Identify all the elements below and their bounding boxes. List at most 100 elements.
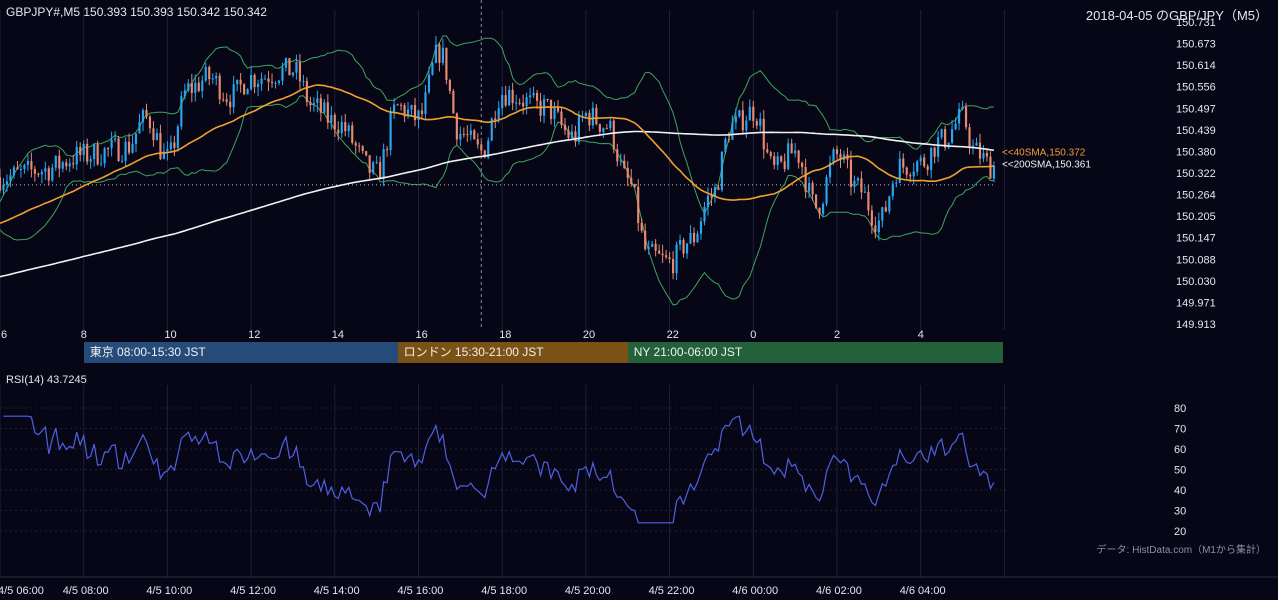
candle-body — [438, 44, 441, 63]
candle-body — [445, 47, 448, 81]
sma-200-line — [0, 130, 995, 278]
bollinger-upper-line — [0, 35, 994, 215]
candle-body — [267, 78, 270, 82]
candle-body — [75, 146, 78, 165]
candle-body — [535, 92, 539, 101]
candle-body — [518, 102, 521, 104]
rsi-time-label: 4/5 18:00 — [481, 585, 527, 597]
candle-body — [159, 133, 162, 159]
candle-body — [236, 79, 239, 85]
moving-averages — [0, 84, 995, 278]
candle-body — [724, 138, 727, 153]
candle-body — [340, 122, 343, 134]
candle-body — [957, 109, 961, 124]
rsi-time-label: 4/5 06:00 — [0, 585, 44, 597]
candle-body — [713, 187, 717, 197]
rsi-time-label: 4/6 00:00 — [732, 585, 778, 597]
candle-body — [835, 149, 839, 155]
candle-body — [672, 258, 675, 274]
rsi-tick-label: 40 — [1174, 485, 1186, 497]
candle-body — [466, 134, 469, 136]
price-tick-label: 150.556 — [1176, 82, 1216, 94]
candle-body — [124, 141, 127, 161]
candle-body — [964, 107, 968, 128]
candle-body — [274, 82, 277, 84]
candle-body — [270, 81, 274, 84]
candle-body — [201, 80, 204, 92]
candle-body — [448, 80, 451, 91]
time-tick-label: 6 — [1, 329, 7, 341]
candle-body — [250, 75, 253, 90]
candle-body — [584, 112, 587, 117]
candle-body — [263, 78, 267, 80]
candle-body — [762, 118, 765, 150]
candle-body — [114, 138, 117, 140]
candle-body — [47, 168, 50, 181]
candle-body — [591, 107, 594, 126]
bollinger-bands — [0, 35, 994, 306]
time-tick-label: 20 — [583, 329, 595, 341]
price-tick-label: 150.322 — [1176, 168, 1216, 180]
session-london: ロンドン 15:30-21:00 JST — [397, 342, 628, 363]
candle-body — [386, 149, 389, 151]
candle-body — [504, 95, 507, 106]
candle-body — [797, 150, 800, 163]
candle-body — [860, 178, 863, 193]
candle-body — [243, 84, 246, 95]
candle-body — [933, 147, 936, 157]
candle-body — [633, 184, 636, 187]
candle-body — [462, 133, 465, 135]
time-tick-label: 0 — [750, 329, 756, 341]
candle-body — [232, 84, 235, 108]
candle-body — [790, 143, 793, 154]
candle-body — [968, 127, 971, 147]
candle-body — [347, 125, 350, 132]
candle-body — [574, 131, 577, 142]
candle-body — [410, 105, 413, 110]
chart-title: 2018-04-05 のGBP/JPY（M5） — [1085, 8, 1268, 23]
price-tick-label: 149.971 — [1176, 298, 1216, 310]
price-tick-label: 150.497 — [1176, 103, 1216, 115]
candle-body — [473, 130, 476, 140]
candle-body — [420, 110, 424, 114]
candle-body — [9, 175, 12, 182]
candle-body — [814, 194, 818, 208]
candle-body — [944, 129, 947, 148]
candle-body — [333, 114, 336, 130]
time-tick-label: 16 — [416, 329, 428, 341]
candle-body — [825, 177, 828, 204]
candle-body — [529, 95, 532, 98]
candle-body — [246, 89, 249, 95]
candle-body — [19, 168, 23, 170]
candle-body — [330, 114, 333, 123]
candle-body — [678, 239, 682, 245]
candle-body — [912, 171, 915, 177]
candle-body — [382, 149, 385, 180]
candle-body — [131, 143, 134, 153]
candle-body — [654, 243, 657, 251]
candle-body — [951, 129, 954, 143]
candle-body — [100, 163, 103, 165]
candle-body — [480, 144, 483, 151]
price-tick-label: 150.088 — [1176, 254, 1216, 266]
candle-body — [469, 130, 472, 135]
candle-body — [745, 120, 748, 131]
candle-body — [808, 183, 811, 192]
candle-body — [351, 125, 354, 143]
candle-body — [68, 163, 71, 167]
candle-body — [692, 232, 696, 243]
candle-body — [616, 149, 619, 162]
sma-40-label: <<40SMA,150.372 — [1002, 148, 1086, 159]
candle-body — [33, 169, 36, 174]
candle-body — [689, 232, 692, 244]
candle-body — [738, 110, 741, 117]
candle-body — [804, 167, 807, 192]
symbol-ohlc-label: GBPJPY#,M5 150.393 150.393 150.342 150.3… — [6, 5, 267, 19]
candle-body — [239, 79, 242, 85]
candle-body — [895, 182, 898, 184]
candle-body — [703, 206, 706, 222]
candle-body — [316, 98, 319, 104]
candle-body — [849, 159, 853, 187]
candle-body — [776, 156, 779, 165]
